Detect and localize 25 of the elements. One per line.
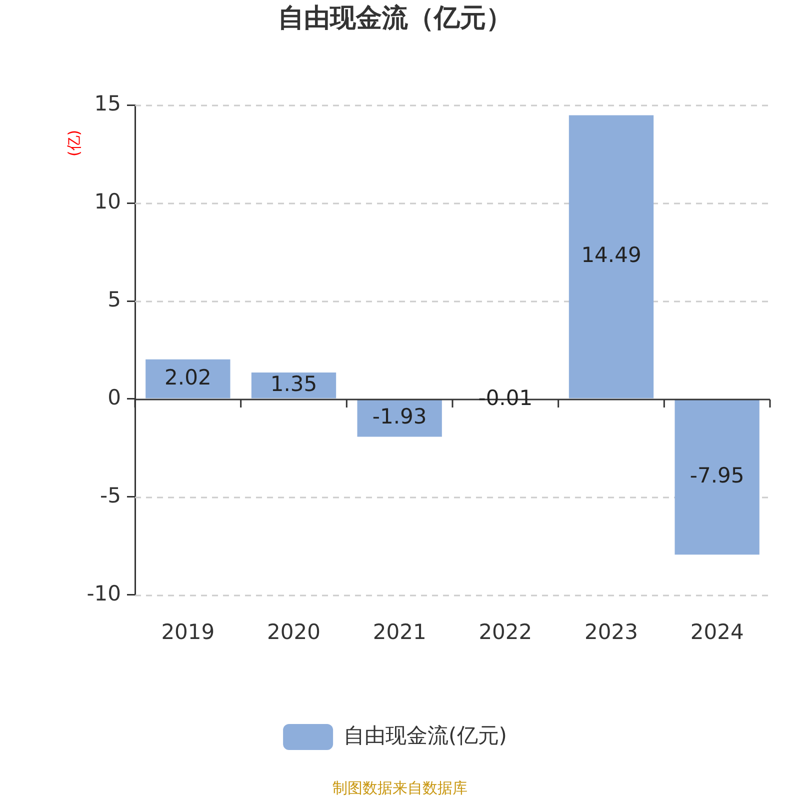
data-label: 14.49 [581, 243, 642, 268]
data-label: -7.95 [690, 464, 744, 488]
y-tick-label: 0 [108, 385, 121, 410]
bar [674, 400, 760, 555]
y-axis-title: (亿) [64, 130, 83, 157]
y-tick-label: -10 [86, 581, 121, 606]
x-tick-label: 2021 [372, 620, 426, 644]
data-label: 2.02 [164, 365, 212, 390]
y-tick-label: 10 [94, 190, 121, 214]
text: 制图数据来自数据库 [332, 778, 468, 797]
bar [357, 400, 442, 437]
bar [146, 359, 230, 398]
data-label: 1.35 [270, 372, 318, 396]
x-tick-label: 2023 [584, 620, 638, 644]
bar [568, 115, 654, 398]
x-tick-label: 2022 [478, 620, 532, 644]
y-tick-label: 15 [94, 92, 121, 116]
legend-label: 自由现金流(亿元) [344, 723, 507, 748]
chart-title: 自由现金流（亿元） [278, 3, 512, 34]
data-label: -1.93 [372, 404, 427, 429]
y-tick-label: -5 [100, 483, 121, 508]
x-tick-label: 2024 [690, 620, 744, 644]
x-tick-label: 2019 [161, 620, 215, 644]
x-tick-label: 2020 [267, 620, 320, 644]
y-tick-label: 5 [108, 287, 121, 312]
